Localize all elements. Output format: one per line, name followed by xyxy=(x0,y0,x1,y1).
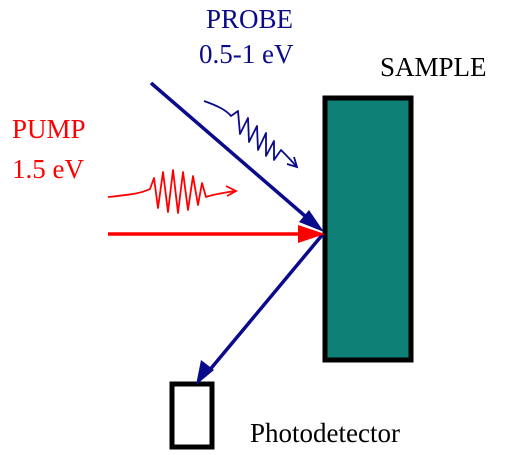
probe-photon-wave-icon xyxy=(203,100,297,167)
pump-label: PUMP xyxy=(12,114,86,144)
pump-energy-label: 1.5 eV xyxy=(12,154,84,184)
probe-reflected-beam xyxy=(206,232,325,374)
photodetector-box xyxy=(169,381,215,450)
probe-incident-beam xyxy=(149,81,314,224)
pump-arrowhead xyxy=(298,225,325,243)
pump-photon-wave-icon xyxy=(107,169,235,214)
photodetector-label: Photodetector xyxy=(250,418,400,448)
probe-incident-arrowhead xyxy=(299,210,324,232)
sample-label: SAMPLE xyxy=(380,52,487,82)
probe-label: PROBE xyxy=(206,4,293,34)
probe-photon-arrow-tip xyxy=(286,156,299,169)
probe-energy-label: 0.5-1 eV xyxy=(199,39,294,69)
sample-block xyxy=(322,95,414,363)
pump-photon-arrow-tip xyxy=(225,185,238,197)
probe-reflected-arrowhead xyxy=(196,360,214,385)
